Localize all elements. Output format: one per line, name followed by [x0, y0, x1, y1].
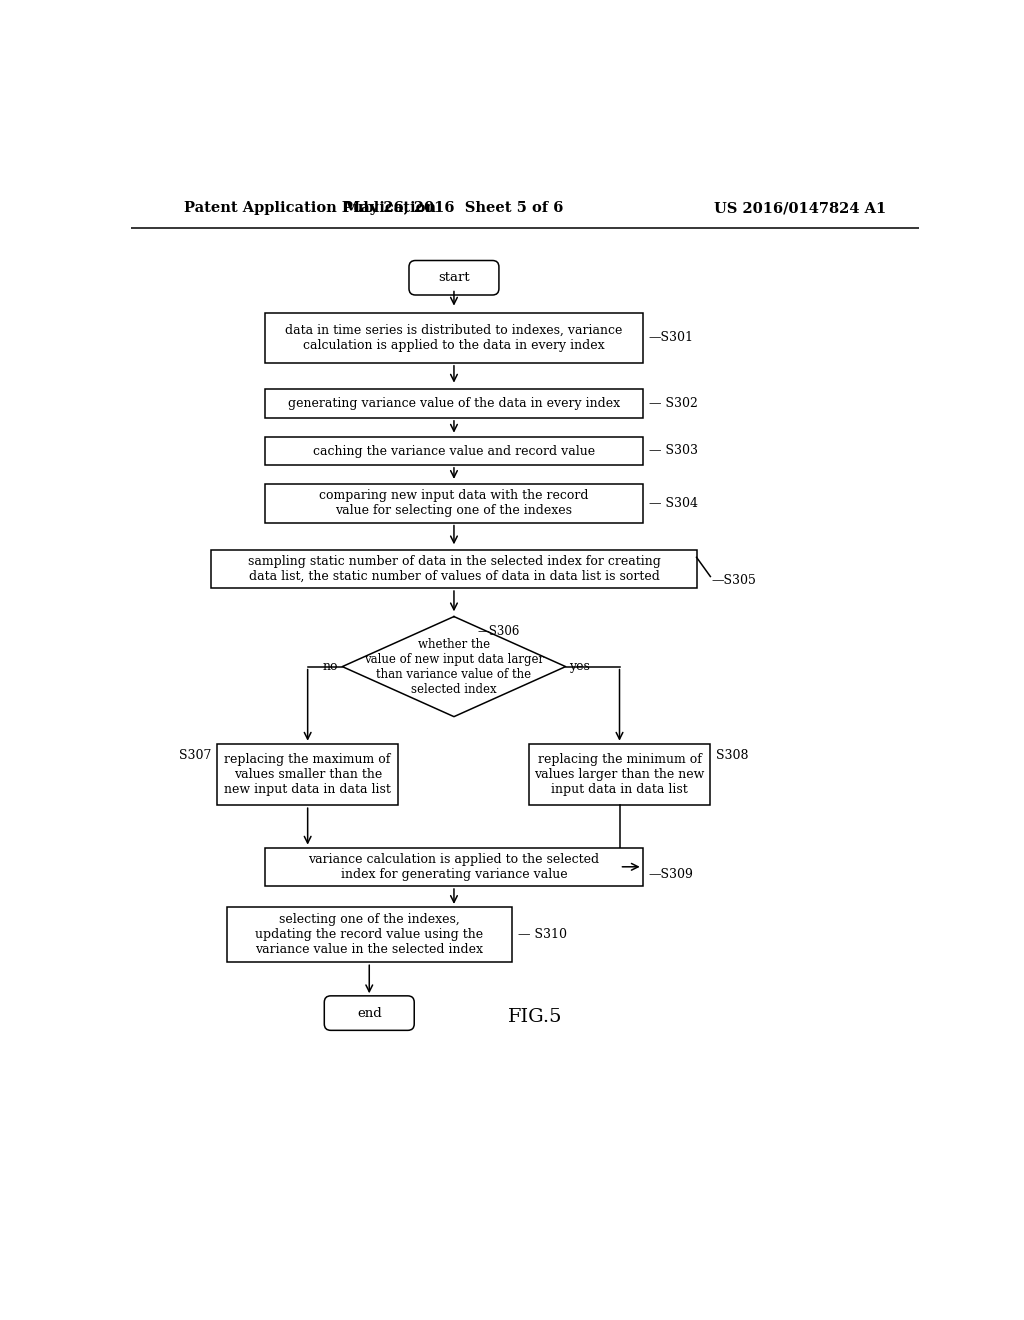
- Text: data in time series is distributed to indexes, variance
calculation is applied t: data in time series is distributed to in…: [286, 323, 623, 352]
- Bar: [265, 847, 643, 886]
- Text: start: start: [438, 271, 470, 284]
- Text: end: end: [357, 1007, 382, 1019]
- Bar: [265, 484, 643, 523]
- Bar: [529, 743, 710, 805]
- Text: replacing the minimum of
values larger than the new
input data in data list: replacing the minimum of values larger t…: [535, 752, 705, 796]
- Text: —S301: —S301: [649, 331, 694, 345]
- Text: comparing new input data with the record
value for selecting one of the indexes: comparing new input data with the record…: [319, 490, 589, 517]
- Text: — S304: — S304: [649, 496, 697, 510]
- Text: Patent Application Publication: Patent Application Publication: [184, 202, 436, 215]
- Text: —S309: —S309: [649, 869, 693, 880]
- Text: US 2016/0147824 A1: US 2016/0147824 A1: [715, 202, 887, 215]
- Bar: [217, 743, 398, 805]
- Bar: [265, 437, 643, 465]
- Text: —S306: —S306: [477, 626, 519, 639]
- Text: S307: S307: [178, 748, 211, 762]
- FancyBboxPatch shape: [409, 260, 499, 294]
- Text: variance calculation is applied to the selected
index for generating variance va: variance calculation is applied to the s…: [308, 853, 599, 880]
- Bar: [265, 388, 643, 418]
- Text: May 26, 2016  Sheet 5 of 6: May 26, 2016 Sheet 5 of 6: [344, 202, 563, 215]
- Text: generating variance value of the data in every index: generating variance value of the data in…: [288, 397, 620, 409]
- Text: yes: yes: [569, 660, 590, 673]
- Text: —S305: —S305: [712, 574, 757, 587]
- Text: selecting one of the indexes,
updating the record value using the
variance value: selecting one of the indexes, updating t…: [255, 913, 483, 956]
- Text: FIG.5: FIG.5: [508, 1008, 562, 1026]
- Text: S308: S308: [716, 748, 749, 762]
- FancyBboxPatch shape: [325, 995, 415, 1031]
- Bar: [226, 907, 512, 962]
- Text: caching the variance value and record value: caching the variance value and record va…: [313, 445, 595, 458]
- Text: — S303: — S303: [649, 445, 697, 458]
- Text: — S302: — S302: [649, 397, 697, 409]
- Text: no: no: [323, 660, 339, 673]
- Text: whether the
value of new input data larger
than variance value of the
selected i: whether the value of new input data larg…: [364, 638, 544, 696]
- Text: replacing the maximum of
values smaller than the
new input data in data list: replacing the maximum of values smaller …: [224, 752, 391, 796]
- Text: sampling static number of data in the selected index for creating
data list, the: sampling static number of data in the se…: [248, 554, 660, 583]
- Bar: [211, 549, 696, 589]
- Text: — S310: — S310: [518, 928, 567, 941]
- Bar: [265, 313, 643, 363]
